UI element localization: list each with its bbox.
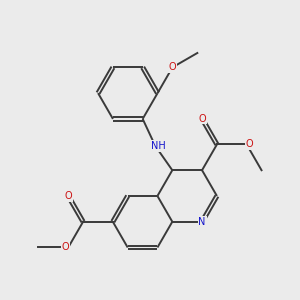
Text: O: O xyxy=(246,140,254,149)
Text: N: N xyxy=(198,217,206,227)
Text: O: O xyxy=(169,62,176,72)
Text: NH: NH xyxy=(151,141,166,151)
Text: O: O xyxy=(64,191,72,201)
Text: O: O xyxy=(198,114,206,124)
Text: O: O xyxy=(61,242,69,253)
